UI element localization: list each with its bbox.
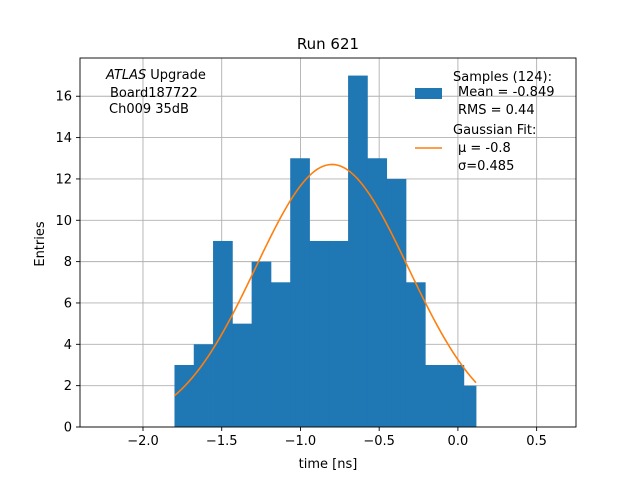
histogram-bar: [174, 364, 195, 427]
x-tick-label: −0.5: [363, 434, 395, 449]
y-tick-label: 16: [55, 90, 72, 105]
legend-fit-title: Gaussian Fit:: [453, 123, 536, 138]
chart-title: Run 621: [297, 35, 359, 53]
atlas-annotation: ATLAS Upgrade Board187722 Ch009 35dB: [105, 68, 206, 117]
histogram-bar: [232, 323, 253, 427]
histogram-bar: [348, 75, 368, 428]
x-tick-label: 0.0: [448, 434, 469, 449]
annotation-board: Board187722: [110, 86, 198, 101]
histogram-bar: [405, 282, 426, 427]
histogram-bar: [386, 178, 407, 427]
y-tick-label: 2: [64, 379, 72, 394]
legend-samples-title: Samples (124):: [453, 70, 552, 85]
x-tick-label: −1.0: [285, 434, 317, 449]
histogram-bar: [367, 158, 388, 427]
y-tick-label: 10: [55, 214, 72, 229]
histogram-bar: [270, 282, 291, 427]
histogram-bar: [444, 364, 465, 427]
x-tick-label: 0.5: [526, 434, 547, 449]
y-tick-label: 12: [55, 172, 72, 187]
y-tick-label: 6: [64, 296, 72, 311]
histogram-bar: [463, 385, 477, 427]
legend-fit-mu: μ = -0.8: [458, 141, 511, 156]
gaussian-fit-layer: [173, 163, 477, 397]
y-tick-label: 8: [64, 255, 72, 270]
histogram-bar: [425, 364, 445, 427]
annotation-upgrade: Upgrade: [150, 68, 206, 83]
legend-samples-mean: Mean = -0.849: [458, 85, 554, 100]
x-tick-label: −2.0: [127, 434, 159, 449]
plot-frame: [79, 57, 577, 428]
y-tick-label: 14: [55, 131, 72, 146]
legend-samples-rms: RMS = 0.44: [458, 103, 535, 118]
histogram-bar: [193, 344, 214, 427]
legend-samples-swatch: [415, 88, 442, 99]
histogram-bars: [174, 75, 477, 428]
histogram-bar: [290, 158, 310, 427]
annotation-channel: Ch009 35dB: [109, 102, 189, 117]
grid-layer: [80, 58, 576, 428]
histogram-bar: [251, 261, 272, 427]
histogram-bar: [328, 240, 349, 427]
y-axis-label: Entries: [33, 221, 48, 267]
histogram-bar: [213, 240, 233, 427]
gaussian-fit-curve: [173, 163, 477, 397]
annotation-experiment: ATLAS: [105, 68, 146, 83]
y-tick-label: 0: [64, 421, 72, 436]
x-axis-label: time [ns]: [299, 457, 358, 472]
histogram-bar: [309, 240, 330, 427]
legend: Samples (124): Mean = -0.849 RMS = 0.44 …: [415, 70, 554, 174]
y-axis-ticks: 0 2 4 6 8 10 12 14 16: [55, 90, 80, 436]
legend-fit-sigma: σ=0.485: [458, 159, 514, 174]
x-axis-ticks: −2.0 −1.5 −1.0 −0.5 0.0 0.5: [127, 427, 547, 449]
x-tick-label: −1.5: [206, 434, 238, 449]
y-tick-label: 4: [64, 338, 72, 353]
